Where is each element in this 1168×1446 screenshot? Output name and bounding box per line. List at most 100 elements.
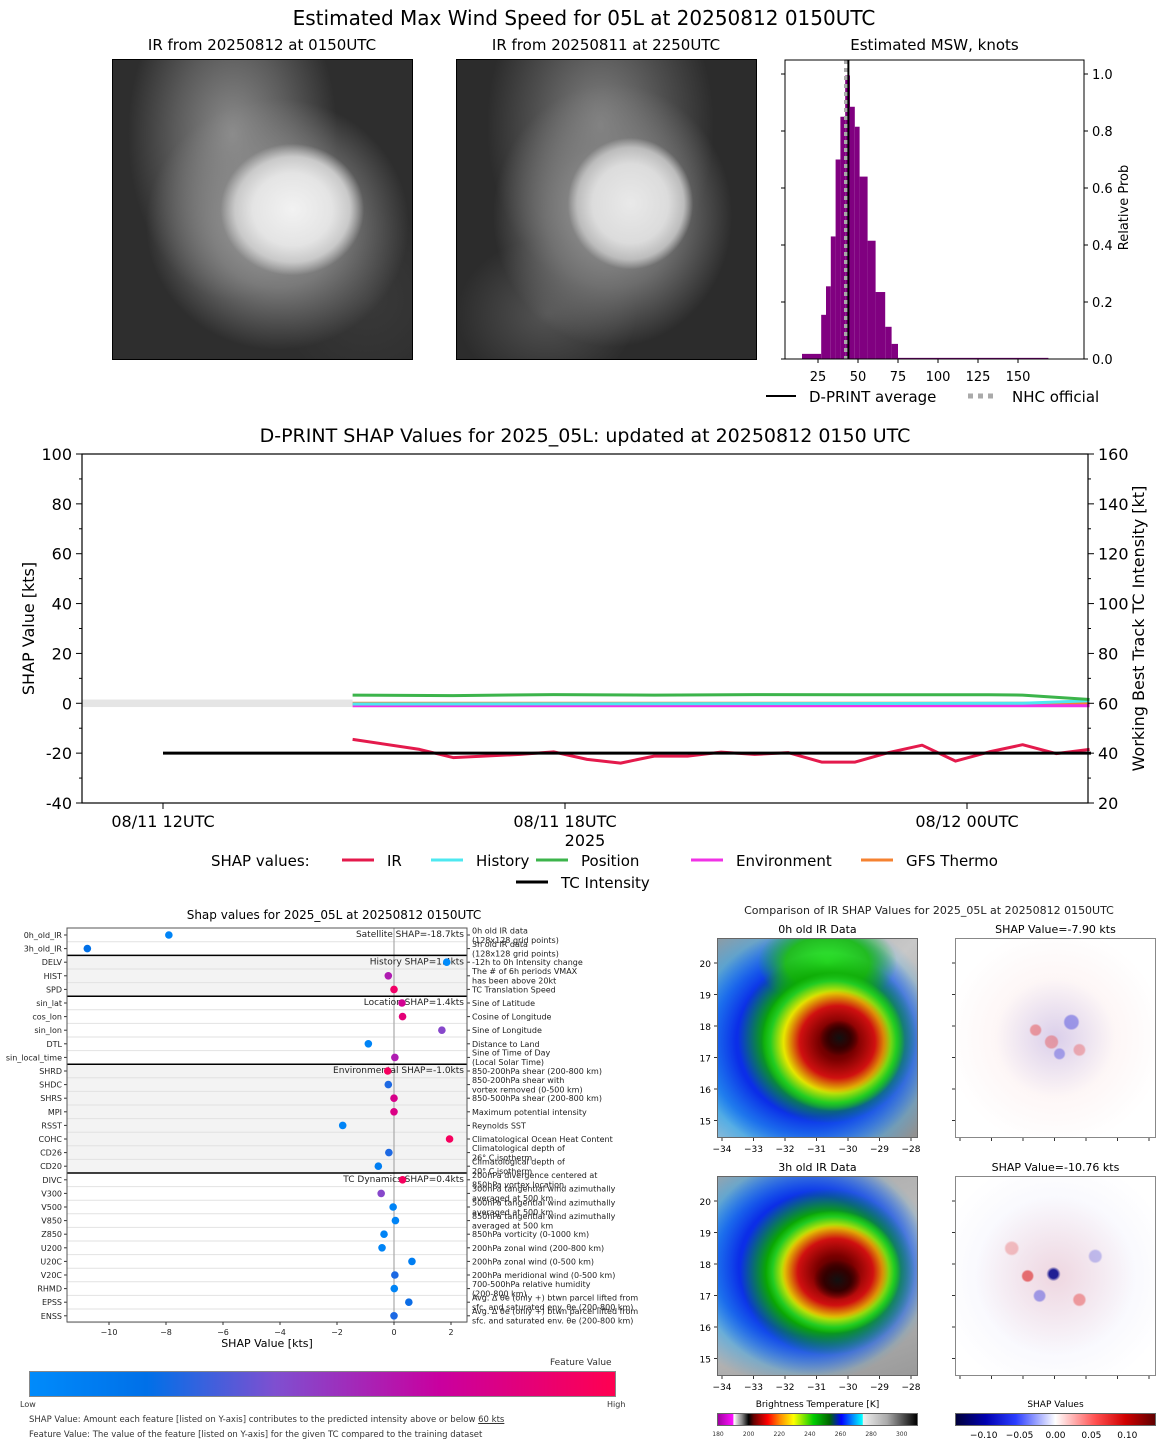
bee-point <box>408 1257 416 1266</box>
hist-xtick-label: 125 <box>966 370 991 385</box>
ir-lon-label: −30 <box>839 1383 858 1393</box>
bee-feature-desc: 850-200hPa shear (200-800 km) <box>472 1067 602 1076</box>
bee-feature-name: SHDC <box>39 1081 62 1090</box>
bee-xtick-label: 2 <box>448 1328 453 1337</box>
bee-feature-desc: 500hPa tangential wind azimuthally <box>472 1198 616 1207</box>
bee-feature-desc: 200hPa divergence centered at <box>472 1171 597 1180</box>
bee-feature-desc: 850-200hPa shear with <box>472 1076 564 1085</box>
ir-lon-label: −31 <box>807 1383 826 1393</box>
bee-point <box>391 1053 399 1062</box>
bee-feature-name: COHC <box>39 1135 63 1144</box>
bee-feature-desc: 850-500hPa shear (200-800 km) <box>472 1094 602 1103</box>
bee-feature-desc: 850hPa vorticity (0-1000 km) <box>472 1230 589 1239</box>
main-title: Estimated Max Wind Speed for 05L at 2025… <box>292 6 876 30</box>
ir-0h-title: 0h old IR Data <box>778 923 857 936</box>
colorbar-low-label: Low <box>20 1400 36 1409</box>
ir-lat-label: 19 <box>700 992 712 1002</box>
ts-ytick-right-label: 60 <box>1098 694 1118 713</box>
colorbar-title: Feature Value <box>550 1358 612 1368</box>
ir-lon-label: −28 <box>902 1383 921 1393</box>
bee-feature-desc: Sine of Time of Day <box>472 1049 551 1058</box>
hist-title: Estimated MSW, knots <box>850 36 1019 54</box>
shap-3h-heatmap <box>955 1176 1156 1376</box>
ir-lat-label: 17 <box>700 1055 711 1065</box>
bee-feature-desc: 26° C isotherm <box>472 1153 532 1162</box>
bee-feature-desc: Cosine of Longitude <box>472 1013 552 1022</box>
ir-lat-label: 20 <box>700 1198 712 1208</box>
bee-feature-name: MPI <box>48 1108 62 1117</box>
bee-feature-name: Z850 <box>41 1230 62 1239</box>
ts-ytick-right-label: 140 <box>1098 495 1129 514</box>
shap-definition-note: SHAP Value: Amount each feature [listed … <box>29 1415 504 1425</box>
legend-dprint-label: D-PRINT average <box>809 388 936 406</box>
ts-legend-label: IR <box>387 852 402 870</box>
bee-feature-desc: 0h old IR data <box>472 926 528 935</box>
ir-lat-label: 16 <box>700 1086 712 1096</box>
bee-point <box>390 1108 398 1116</box>
ir-colorbar-title: Brightness Temperature [K] <box>755 1400 880 1410</box>
bee-feature-name: 3h_old_IR <box>24 945 63 954</box>
legend-nhc-label: NHC official <box>1012 388 1099 406</box>
bee-feature-desc: 20° C isotherm <box>472 1167 532 1176</box>
ir-comparison-title: Comparison of IR SHAP Values for 2025_05… <box>744 904 1114 917</box>
ts-xtick-label: 08/11 12UTC <box>111 812 214 831</box>
bee-point <box>364 1040 373 1048</box>
hist-ytick-label: 1.0 <box>1092 68 1113 83</box>
bee-feature-name: sin_lat <box>36 999 62 1008</box>
ts-legend-label: History <box>476 852 529 870</box>
ts-legend-label: Position <box>581 852 639 870</box>
ir-panel-2-title: IR from 20250811 at 2250UTC <box>491 36 721 54</box>
bee-point <box>378 1244 386 1252</box>
hist-bar <box>802 353 822 359</box>
ir-colorbar-tick: 260 <box>835 1431 847 1438</box>
bee-feature-desc: (128x128 grid points) <box>472 949 559 958</box>
bee-feature-desc: Climatological depth of <box>472 1144 565 1153</box>
bee-point <box>390 1312 398 1320</box>
shap-timeseries-chart: D-PRINT SHAP Values for 2025_05L: update… <box>19 425 1148 892</box>
ts-ytick-right-label: 160 <box>1098 445 1129 464</box>
shap-definition-text: SHAP Value: Amount each feature [listed … <box>29 1415 479 1425</box>
hist-xtick-label: 100 <box>926 370 951 385</box>
bee-point <box>390 985 398 994</box>
bee-feature-name: EPSS <box>42 1298 62 1307</box>
bee-feature-desc: Avg. Δ θe (only +) btwn parcel lifted fr… <box>472 1293 638 1302</box>
ts-ytick-label: 0 <box>62 694 72 713</box>
hist-ytick-label: 0.6 <box>1092 182 1113 197</box>
bee-feature-name: 0h_old_IR <box>24 931 63 940</box>
hist-bar <box>821 314 826 359</box>
ts-ytick-label: -20 <box>46 744 72 763</box>
shap-colorbar-tick: 0.05 <box>1081 1431 1101 1441</box>
ir-lon-label: −31 <box>807 1145 826 1155</box>
ir-colorbar-tick: 220 <box>774 1431 786 1438</box>
ir-lat-label: 15 <box>700 1356 711 1366</box>
bee-group-shade <box>67 955 467 997</box>
bee-feature-name: V20C <box>41 1271 63 1280</box>
ir-panel-1-title: IR from 20250812 at 0150UTC <box>147 36 377 54</box>
bee-xtick-label: −4 <box>274 1328 286 1337</box>
ir-colorbar <box>717 1413 918 1426</box>
hist-bar <box>875 292 886 359</box>
shap-colorbar-tick: −0.10 <box>970 1431 998 1441</box>
bee-group-label: Satellite SHAP=-18.7kts <box>356 930 464 940</box>
hist-xtick-label: 150 <box>1006 370 1031 385</box>
bee-point <box>398 999 406 1007</box>
ir-lon-label: −29 <box>870 1145 889 1155</box>
ts-ylabel-left: SHAP Value [kts] <box>19 562 38 695</box>
bee-feature-desc: Sine of Longitude <box>472 1026 542 1035</box>
shap-threshold: 60 kts <box>478 1415 505 1425</box>
hist-ytick-label: 0.0 <box>1092 353 1113 368</box>
bee-point <box>374 1162 383 1170</box>
ts-zero-band <box>82 699 353 708</box>
hist-ytick-label: 0.4 <box>1092 239 1113 254</box>
ir-lon-label: −33 <box>744 1383 763 1393</box>
shap-colorbar-tick: −0.05 <box>1006 1431 1034 1441</box>
bee-feature-desc: 200hPa zonal wind (0-500 km) <box>472 1257 594 1266</box>
bee-feature-name: DELV <box>42 958 63 967</box>
ts-ytick-label: 60 <box>52 545 72 564</box>
bee-feature-desc: has been above 20kt <box>472 977 556 986</box>
bee-xtick-label: −10 <box>101 1328 118 1337</box>
ir-lon-label: −29 <box>870 1383 889 1393</box>
bee-feature-name: V500 <box>41 1203 62 1212</box>
bee-xlabel: SHAP Value [kts] <box>221 1337 313 1350</box>
bee-point <box>391 1216 400 1225</box>
